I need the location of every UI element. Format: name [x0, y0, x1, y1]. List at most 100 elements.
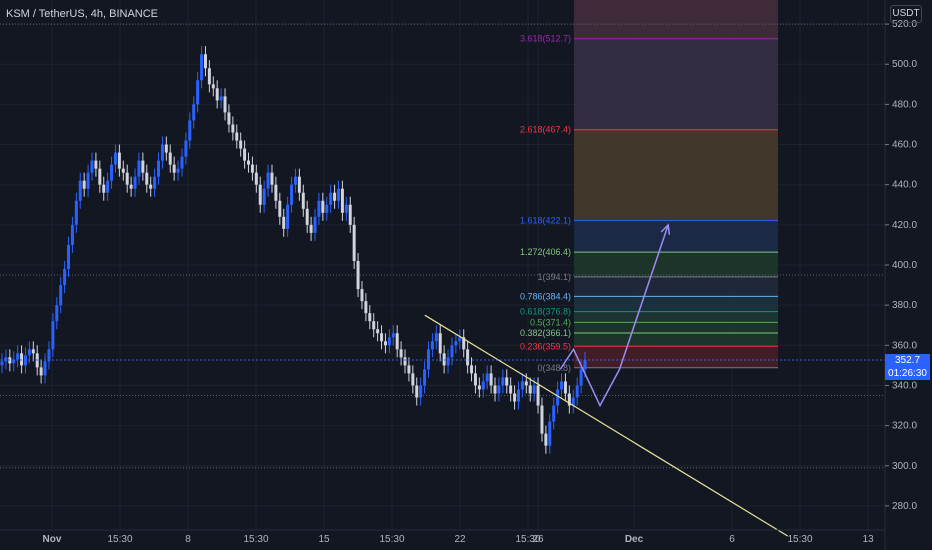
candle-body [250, 164, 254, 173]
candle-body [0, 361, 4, 366]
candle-body [442, 353, 446, 366]
fib-zone [574, 346, 778, 368]
candle-body [454, 341, 458, 346]
y-tick-label: 420.0 [892, 220, 917, 231]
candle-body [325, 204, 329, 213]
x-tick-label: 22 [454, 534, 466, 545]
candle-body [360, 289, 364, 302]
fib-label: 1.272(406.4) [520, 247, 571, 257]
candle-body [266, 172, 270, 189]
y-tick-label: 460.0 [892, 140, 917, 151]
candle-body [364, 301, 368, 314]
candle-body [94, 160, 98, 169]
candle-body [528, 385, 532, 394]
y-tick-label: 440.0 [892, 180, 917, 191]
currency-button[interactable]: USDT [890, 5, 922, 23]
candle-body [231, 124, 235, 133]
candle-body [286, 204, 290, 229]
candle-body [505, 377, 509, 386]
candle-body [63, 269, 67, 286]
current-price-tag: 352.7 01:26:30 [885, 353, 930, 380]
x-tick-label: 15:30 [787, 534, 812, 545]
fib-zone [574, 322, 778, 334]
candle-body [391, 333, 395, 338]
candle-body [188, 120, 192, 141]
candle-body [434, 333, 438, 342]
x-tick-label: 15:30 [515, 534, 540, 545]
candle-body [466, 349, 470, 366]
current-price: 352.7 [894, 354, 921, 366]
fib-zone [574, 276, 778, 297]
candle-body [239, 140, 243, 149]
candle-body [102, 184, 106, 193]
candle-body [411, 373, 415, 386]
candle-body [548, 421, 552, 446]
candle-body [67, 244, 71, 270]
candle-body [168, 152, 172, 165]
candle-body [290, 184, 294, 205]
candle-body [372, 321, 376, 330]
candle-body [106, 180, 110, 193]
candle-body [321, 200, 325, 213]
candle-body [200, 54, 204, 81]
candle-body [196, 80, 200, 105]
candle-body [301, 192, 305, 209]
candle-body [477, 385, 481, 390]
candle-body [438, 333, 442, 354]
candle-body [82, 180, 86, 189]
candle-body [333, 192, 337, 201]
fib-label: 0.5(371.4) [530, 317, 571, 327]
candle-body [270, 172, 274, 185]
candle-body [383, 341, 387, 346]
fib-zone [574, 333, 778, 347]
candle-body [282, 216, 286, 229]
candle-body [203, 54, 207, 69]
candle-body [309, 224, 313, 233]
candle-body [368, 313, 372, 322]
candle-body [258, 184, 262, 205]
candle-body [395, 333, 399, 350]
candle-body [176, 168, 180, 173]
x-tick-label: 15:30 [379, 534, 404, 545]
candle-body [137, 160, 141, 177]
candle-body [571, 397, 575, 406]
candle-body [481, 381, 485, 390]
candle-body [78, 180, 82, 201]
y-tick-label: 400.0 [892, 260, 917, 271]
x-tick-label: 15:30 [243, 534, 268, 545]
fib-zone [574, 0, 778, 39]
candle-body [352, 224, 356, 261]
fib-label: 0(348.8) [537, 363, 571, 373]
candle-body [297, 176, 301, 193]
candle-body [340, 188, 344, 213]
projection-path [559, 224, 669, 408]
x-tick-label: 15:30 [107, 534, 132, 545]
candle-body [356, 260, 360, 290]
fib-zone [574, 296, 778, 312]
candle-body [39, 367, 43, 376]
candle-body [164, 144, 168, 153]
candle-body [430, 341, 434, 350]
candle-body [470, 365, 474, 374]
candle-body [74, 200, 78, 225]
fib-label: 0.236(359.5) [520, 341, 571, 351]
candle-body [489, 373, 493, 386]
fib-label: 1.618(422.1) [520, 216, 571, 226]
candle-body [540, 405, 544, 434]
candle-body [110, 164, 114, 181]
candle-body [313, 216, 317, 233]
candle-body [43, 361, 47, 376]
candle-body [157, 160, 161, 177]
candle-body [160, 144, 164, 161]
candle-body [243, 148, 247, 161]
candle-body [336, 188, 340, 201]
candle-body [317, 200, 321, 217]
candle-body [403, 357, 407, 366]
candle-body [532, 385, 536, 394]
candle-body [387, 337, 391, 346]
fib-label: 2.618(467.4) [520, 125, 571, 135]
candle-body [485, 373, 489, 382]
candle-body [419, 385, 423, 398]
candle-body [70, 224, 74, 245]
